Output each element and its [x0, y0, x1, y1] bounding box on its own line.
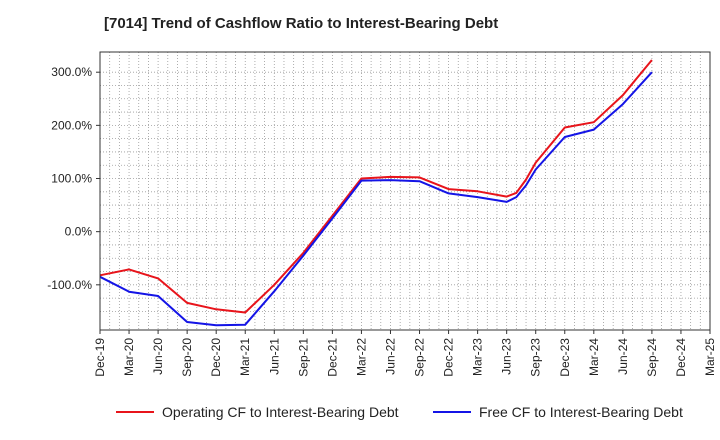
x-tick-label: Mar-23 — [471, 338, 485, 376]
series-line-operating-cf — [99, 59, 653, 314]
x-tick-label: Jun-23 — [500, 338, 514, 375]
grid — [99, 52, 711, 330]
x-tick-label: Jun-24 — [616, 338, 630, 375]
legend-item-operating-cf: Operating CF to Interest-Bearing Debt — [116, 404, 399, 420]
y-tick-label: -100.0% — [47, 278, 92, 292]
x-tick-label: Jun-22 — [383, 338, 397, 375]
legend-item-free-cf: Free CF to Interest-Bearing Debt — [433, 404, 683, 420]
series-line-free-cf — [99, 71, 653, 327]
legend-label-free-cf: Free CF to Interest-Bearing Debt — [479, 404, 683, 420]
x-tick-label: Sep-20 — [180, 338, 194, 377]
x-tick-label: Dec-21 — [325, 338, 339, 377]
plot-frame — [99, 51, 711, 331]
x-tick-label: Sep-23 — [529, 338, 543, 377]
x-tick-label: Mar-20 — [122, 338, 136, 376]
x-tick-label: Jun-20 — [151, 338, 165, 375]
y-tick-label: 100.0% — [51, 172, 92, 186]
x-tick-label: Sep-21 — [296, 338, 310, 377]
legend-swatch-operating-cf — [116, 411, 154, 413]
legend-swatch-free-cf — [433, 411, 471, 413]
y-tick-label: 0.0% — [65, 225, 93, 239]
x-tick-label: Mar-25 — [703, 338, 717, 376]
x-tick-label: Dec-20 — [209, 338, 223, 377]
x-tick-label: Jun-21 — [267, 338, 281, 375]
y-tick-label: 300.0% — [51, 65, 92, 79]
x-tick-label: Mar-22 — [354, 338, 368, 376]
legend-label-operating-cf: Operating CF to Interest-Bearing Debt — [162, 404, 399, 420]
chart-title: [7014] Trend of Cashflow Ratio to Intere… — [104, 15, 499, 32]
x-tick-label: Dec-23 — [558, 338, 572, 377]
series-lines — [99, 59, 653, 327]
x-tick-label: Dec-19 — [93, 338, 107, 377]
x-tick-label: Sep-24 — [645, 338, 659, 377]
x-tick-label: Dec-24 — [674, 338, 688, 377]
y-tick-label: 200.0% — [51, 118, 92, 132]
x-tick-label: Sep-22 — [413, 338, 427, 377]
y-axis: 300.0% 200.0% 100.0% 0.0% -100.0% — [47, 65, 100, 292]
legend: Operating CF to Interest-Bearing Debt Fr… — [0, 404, 720, 428]
x-tick-label: Mar-21 — [238, 338, 252, 376]
x-tick-label: Mar-24 — [587, 338, 601, 376]
x-axis: Dec-19 Mar-20 Jun-20 Sep-20 Dec-20 Mar-21 Jun-… — [93, 330, 717, 377]
x-tick-label: Dec-22 — [442, 338, 456, 377]
